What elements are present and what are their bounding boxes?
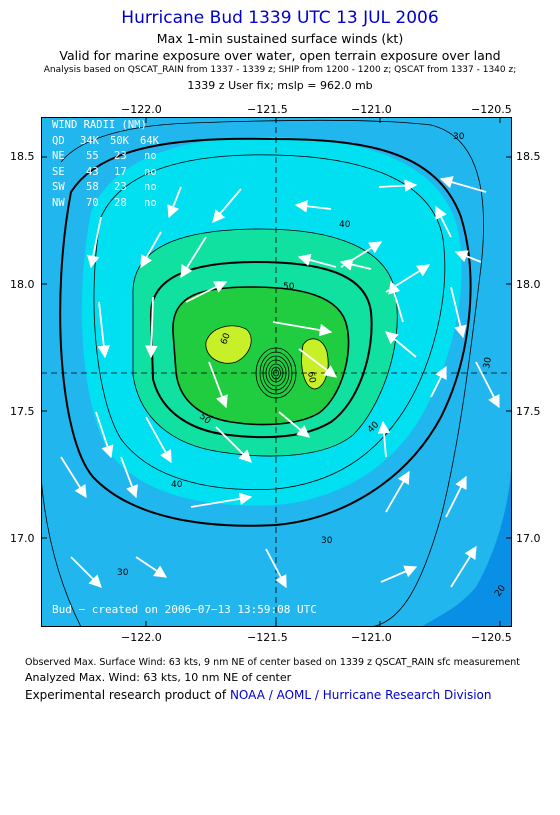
- wind-radii-header: QD 34K 50K 64K: [52, 134, 159, 147]
- wind-vector-arrow: [430, 365, 447, 398]
- wind-vector-arrow: [145, 416, 172, 464]
- wind-radii-row: NW 70 28 no: [52, 196, 157, 209]
- wind-vector-arrow: [272, 321, 333, 337]
- wind-vector-arrow: [190, 492, 253, 508]
- band-60kt: [172, 287, 349, 425]
- contour-label: 60: [305, 371, 317, 384]
- wind-radii-table: WIND RADII (NM) QD 34K 50K 64K NE 55 23 no SE 4…: [52, 118, 159, 211]
- x-tick-bottom: −120.5: [471, 631, 512, 644]
- wind-vector-arrow: [340, 241, 383, 268]
- contour-label: 60: [219, 332, 232, 346]
- wind-vector-arrow: [297, 253, 337, 268]
- x-tick-top: −122.0: [121, 103, 162, 116]
- wind-vector-arrow: [212, 188, 242, 223]
- product-credit-prefix: Experimental research product of: [25, 688, 227, 702]
- y-tick-left: 18.5: [10, 150, 35, 163]
- y-tick-left: 17.0: [10, 532, 35, 545]
- wind-vector-arrow: [388, 280, 404, 323]
- subtitle-fix-mslp: 1339 z User fix; mslp = 962.0 mb: [187, 79, 373, 92]
- wind-vector-arrow: [120, 456, 138, 499]
- contour-label: 30: [321, 536, 333, 546]
- map-title: Hurricane Bud 1339 UTC 13 JUL 2006: [121, 8, 439, 28]
- y-tick-left: 17.5: [10, 405, 35, 418]
- wind-radii-row: NE 55 23 no: [52, 150, 157, 162]
- wind-vector-arrow: [380, 565, 418, 583]
- y-tick-right: 18.5: [516, 150, 541, 163]
- wind-vector-arrow: [70, 556, 102, 588]
- wind-vector-arrow: [385, 331, 417, 358]
- hrd-link[interactable]: NOAA / AOML / Hurricane Research Divisio…: [229, 688, 492, 702]
- wind-vector-arrow: [167, 186, 182, 219]
- wind-vector-arrow: [135, 556, 168, 578]
- x-tick-bottom: −122.0: [121, 631, 162, 644]
- contour-label: 30: [453, 132, 465, 142]
- wind-vector-arrow: [215, 426, 252, 463]
- wind-radii-row: SE 43 17 no: [52, 165, 157, 178]
- wind-vector-arrow: [95, 411, 114, 459]
- wind-field-map: 30 40 50 60 60 50 40 40 30 30 30 20: [41, 117, 512, 627]
- subtitle-exposure: Valid for marine exposure over water, op…: [59, 48, 501, 63]
- wind-vector-arrow: [450, 286, 467, 339]
- wind-vector-arrow: [475, 361, 500, 409]
- wind-vector-arrow: [385, 470, 410, 513]
- observed-max-wind: Observed Max. Surface Wind: 63 kts, 9 nm…: [25, 657, 520, 668]
- product-credit: Experimental research product of NOAA / …: [25, 688, 492, 702]
- wind-vector-arrow: [454, 250, 482, 263]
- contour-34kt: [59, 137, 472, 527]
- wind-vector-arrow: [208, 361, 228, 409]
- y-tick-right: 18.0: [516, 278, 541, 291]
- contour-label: 40: [171, 480, 183, 490]
- wind-vector-arrow: [377, 420, 391, 458]
- x-tick-top: −120.5: [471, 103, 512, 116]
- subtitle-wind-type: Max 1-min sustained surface winds (kt): [156, 31, 404, 46]
- y-tick-right: 17.0: [516, 532, 541, 545]
- y-tick-left: 18.0: [10, 278, 35, 291]
- wind-vector-arrow: [180, 236, 207, 279]
- contour-label: 40: [339, 220, 351, 230]
- y-tick-right: 17.5: [516, 405, 541, 418]
- contour-label: 50: [283, 282, 295, 292]
- x-tick-top: −121.5: [247, 103, 288, 116]
- contour-label: 30: [117, 568, 129, 578]
- wind-vector-arrow: [278, 411, 310, 438]
- analyzed-max-wind: Analyzed Max. Wind: 63 kts, 10 nm NE of …: [25, 671, 292, 684]
- x-tick-bottom: −121.0: [351, 631, 392, 644]
- created-timestamp: Bud − created on 2006−07−13 13:59:08 UTC: [52, 603, 317, 616]
- wind-vector-arrow: [185, 281, 228, 303]
- subtitle-analysis-sources: Analysis based on QSCAT_RAIN from 1337 -…: [43, 65, 517, 75]
- wind-vector-arrow: [60, 456, 87, 499]
- wind-vector-arrow: [140, 231, 162, 269]
- wind-vector-arrow: [445, 475, 467, 518]
- wind-vector-arrow: [378, 179, 418, 192]
- band-max-east: [301, 338, 329, 389]
- band-max-west: [205, 325, 252, 364]
- wind-radii-title: WIND RADII (NM): [52, 119, 147, 131]
- wind-vector-arrow: [145, 296, 158, 359]
- wind-vector-arrow: [87, 216, 102, 269]
- wind-vector-arrow: [97, 301, 111, 359]
- x-tick-top: −121.0: [351, 103, 392, 116]
- x-tick-bottom: −121.5: [247, 631, 288, 644]
- contour-label: 30: [482, 356, 494, 369]
- wind-vector-arrow: [298, 348, 338, 378]
- wind-vector-arrow: [439, 176, 487, 193]
- wind-vector-arrow: [450, 545, 477, 588]
- wind-vector-arrow: [294, 200, 332, 213]
- contour-50kt: [149, 260, 373, 439]
- wind-vector-arrow: [435, 205, 452, 238]
- wind-radii-row: SW 58 23 no: [52, 181, 157, 193]
- wind-vector-arrow: [265, 548, 287, 589]
